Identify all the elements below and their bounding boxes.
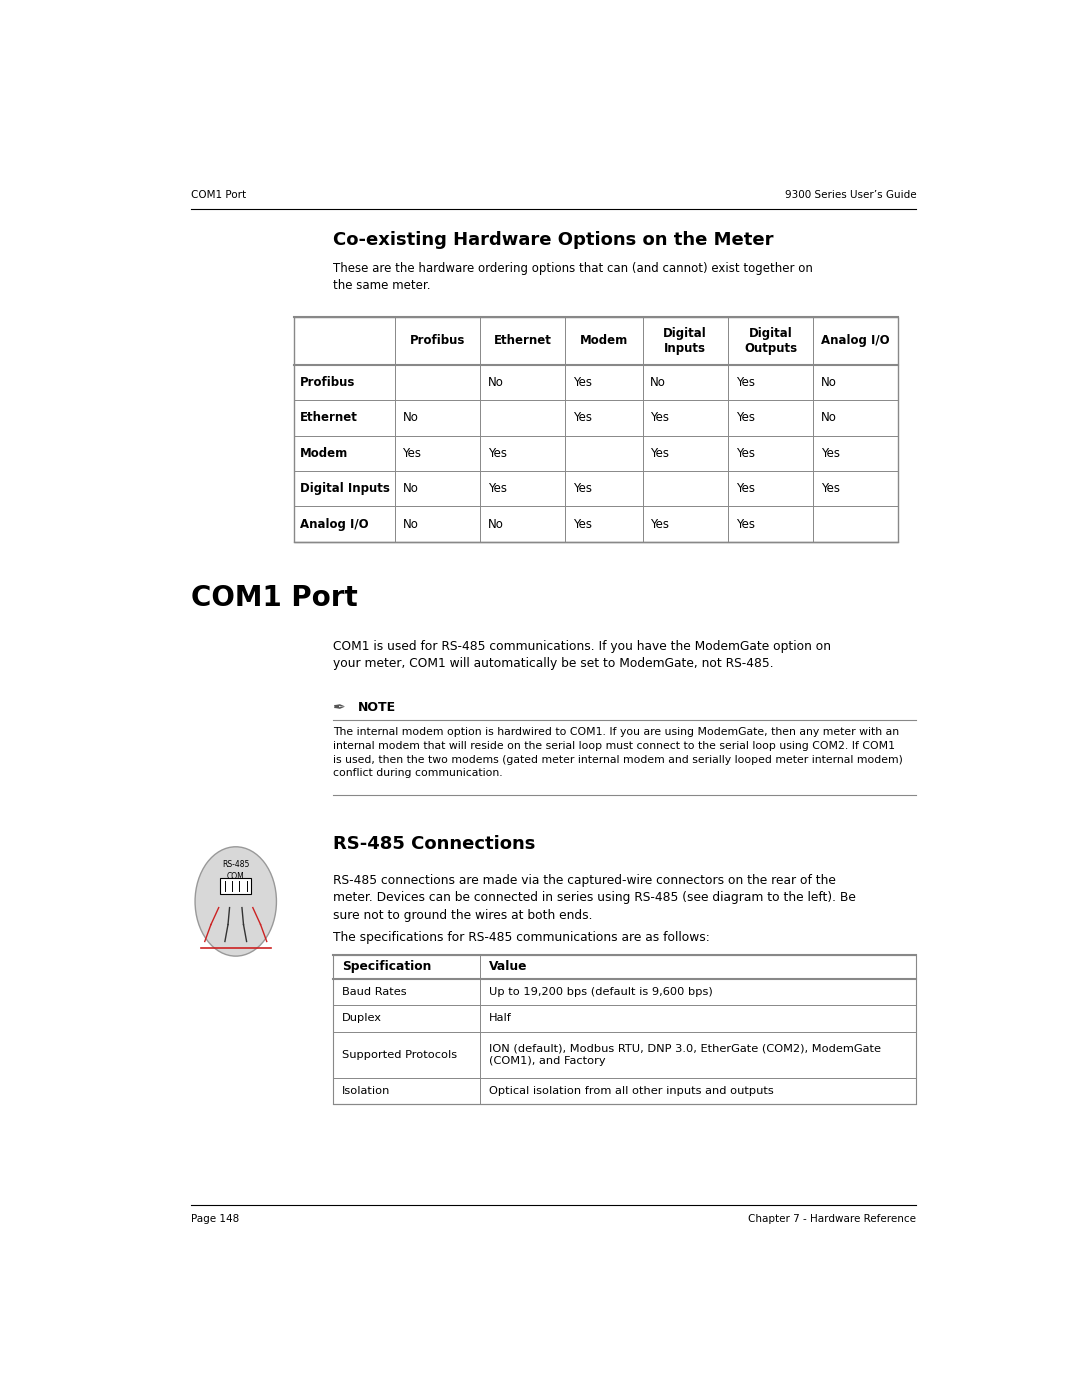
Text: No: No xyxy=(403,518,418,531)
Text: Value: Value xyxy=(489,960,528,974)
Text: Profibus: Profibus xyxy=(409,334,464,348)
Text: Yes: Yes xyxy=(735,376,755,388)
Text: Yes: Yes xyxy=(821,447,840,460)
Text: COM1 Port: COM1 Port xyxy=(191,190,246,200)
Text: Duplex: Duplex xyxy=(342,1013,382,1024)
Text: Ethernet: Ethernet xyxy=(300,411,357,425)
Text: No: No xyxy=(488,518,503,531)
Text: Digital
Outputs: Digital Outputs xyxy=(744,327,797,355)
Text: Yes: Yes xyxy=(572,482,592,495)
Text: Up to 19,200 bps (default is 9,600 bps): Up to 19,200 bps (default is 9,600 bps) xyxy=(489,988,713,997)
Text: Isolation: Isolation xyxy=(342,1085,390,1095)
Text: Digital
Inputs: Digital Inputs xyxy=(663,327,707,355)
Text: Yes: Yes xyxy=(572,411,592,425)
Text: Specification: Specification xyxy=(342,960,431,974)
Text: Modem: Modem xyxy=(580,334,627,348)
Text: Digital Inputs: Digital Inputs xyxy=(300,482,390,495)
Text: Yes: Yes xyxy=(821,482,840,495)
Text: No: No xyxy=(403,411,418,425)
Text: No: No xyxy=(403,482,418,495)
Text: Yes: Yes xyxy=(735,447,755,460)
Text: Half: Half xyxy=(489,1013,512,1024)
Text: ION (default), Modbus RTU, DNP 3.0, EtherGate (COM2), ModemGate
(COM1), and Fact: ION (default), Modbus RTU, DNP 3.0, Ethe… xyxy=(489,1044,881,1066)
Text: RS-485 Connections: RS-485 Connections xyxy=(333,835,535,854)
Text: Yes: Yes xyxy=(572,376,592,388)
Bar xyxy=(220,879,252,894)
Text: Yes: Yes xyxy=(735,411,755,425)
Text: Baud Rates: Baud Rates xyxy=(342,988,406,997)
Text: Analog I/O: Analog I/O xyxy=(822,334,890,348)
Text: Analog I/O: Analog I/O xyxy=(300,518,368,531)
Text: Profibus: Profibus xyxy=(300,376,355,388)
Text: Optical isolation from all other inputs and outputs: Optical isolation from all other inputs … xyxy=(489,1085,774,1095)
Text: Yes: Yes xyxy=(403,447,421,460)
Text: RS-485 connections are made via the captured-wire connectors on the rear of the
: RS-485 connections are made via the capt… xyxy=(333,873,855,922)
Text: ✒: ✒ xyxy=(333,700,346,715)
Text: COM1 Port: COM1 Port xyxy=(191,584,357,612)
Text: No: No xyxy=(821,376,837,388)
Ellipse shape xyxy=(195,847,276,956)
Text: Yes: Yes xyxy=(650,447,670,460)
Text: 9300 Series User’s Guide: 9300 Series User’s Guide xyxy=(784,190,916,200)
Bar xyxy=(294,317,899,542)
Text: Yes: Yes xyxy=(735,518,755,531)
Text: Supported Protocols: Supported Protocols xyxy=(342,1049,457,1060)
Text: COM1 is used for RS-485 communications. If you have the ModemGate option on
your: COM1 is used for RS-485 communications. … xyxy=(333,640,831,671)
Text: Yes: Yes xyxy=(735,482,755,495)
Text: Yes: Yes xyxy=(650,411,670,425)
Text: The internal modem option is hardwired to COM1. If you are using ModemGate, then: The internal modem option is hardwired t… xyxy=(333,728,903,778)
Text: Yes: Yes xyxy=(650,518,670,531)
Text: Modem: Modem xyxy=(300,447,349,460)
Text: Co-existing Hardware Options on the Meter: Co-existing Hardware Options on the Mete… xyxy=(334,231,773,249)
Text: Ethernet: Ethernet xyxy=(494,334,552,348)
Text: RS-485: RS-485 xyxy=(222,861,249,869)
Bar xyxy=(333,954,916,1104)
Text: NOTE: NOTE xyxy=(357,701,395,714)
Text: Chapter 7 - Hardware Reference: Chapter 7 - Hardware Reference xyxy=(748,1214,916,1224)
Text: No: No xyxy=(821,411,837,425)
Text: Yes: Yes xyxy=(488,447,507,460)
Text: No: No xyxy=(488,376,503,388)
Text: No: No xyxy=(650,376,666,388)
Text: These are the hardware ordering options that can (and cannot) exist together on
: These are the hardware ordering options … xyxy=(333,261,812,292)
Text: Yes: Yes xyxy=(572,518,592,531)
Text: Yes: Yes xyxy=(488,482,507,495)
Text: Page 148: Page 148 xyxy=(191,1214,239,1224)
Text: The specifications for RS-485 communications are as follows:: The specifications for RS-485 communicat… xyxy=(333,932,710,944)
Text: COM: COM xyxy=(227,872,245,882)
